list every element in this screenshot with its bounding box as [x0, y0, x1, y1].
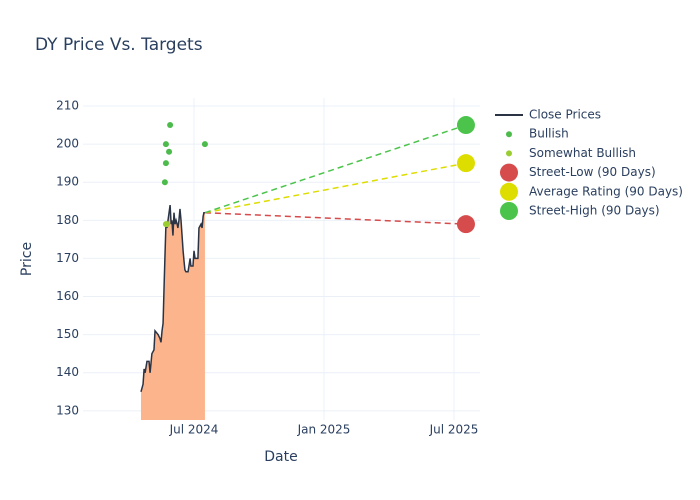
legend-symbol [506, 131, 512, 138]
legend-symbol [500, 163, 518, 182]
x-tick-label: Jan 2025 [297, 423, 351, 437]
rating-point [163, 221, 170, 228]
rating-point [162, 141, 169, 148]
target-line [204, 162, 467, 214]
rating-point [162, 160, 169, 167]
target-point [456, 154, 475, 173]
y-axis-title: Price [19, 242, 35, 276]
rating-point [201, 141, 208, 148]
rating-point [167, 122, 174, 129]
target-line [204, 124, 467, 214]
legend-label: Street-Low (90 Days) [529, 165, 656, 179]
close-area [140, 205, 205, 420]
y-tick-label: 140 [56, 365, 79, 379]
legend-label: Close Prices [529, 108, 601, 122]
rating-point [161, 179, 168, 186]
y-tick-label: 150 [56, 327, 79, 341]
target-point [456, 215, 475, 234]
legend-label: Street-High (90 Days) [529, 204, 660, 218]
legend-label: Somewhat Bullish [529, 146, 636, 160]
y-tick-label: 200 [56, 137, 79, 151]
legend-label: Bullish [529, 127, 569, 141]
y-tick-label: 170 [56, 251, 79, 265]
x-tick-label: Jul 2024 [169, 423, 219, 437]
rating-point [166, 148, 173, 155]
y-tick-label: 210 [56, 99, 79, 113]
legend-symbol [506, 150, 512, 157]
x-axis-title: Date [264, 449, 297, 465]
y-tick-label: 160 [56, 289, 79, 303]
target-line [204, 211, 466, 225]
target-point [456, 116, 475, 135]
chart-title: DY Price Vs. Targets [35, 35, 203, 55]
legend-label: Average Rating (90 Days) [529, 184, 683, 198]
close-line [140, 204, 205, 392]
y-tick-label: 130 [56, 403, 79, 417]
legend-symbol [500, 182, 518, 201]
x-tick-label: Jul 2025 [429, 423, 479, 437]
y-tick-label: 180 [56, 213, 79, 227]
y-tick-label: 190 [56, 175, 79, 189]
legend-symbol [500, 202, 518, 220]
